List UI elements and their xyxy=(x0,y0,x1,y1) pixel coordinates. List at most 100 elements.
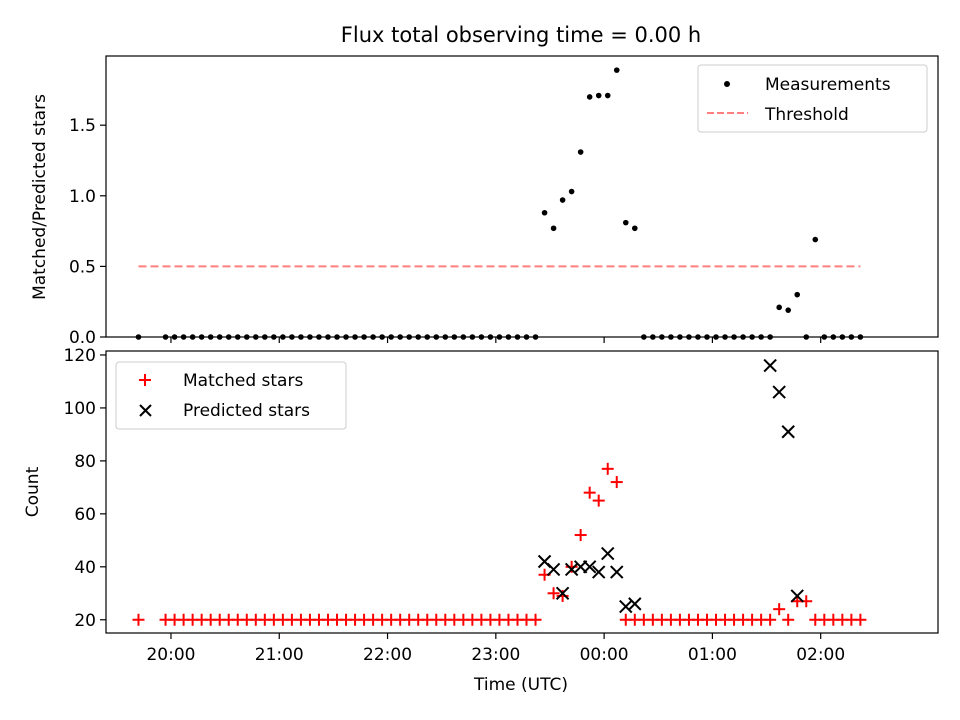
matched-star-point xyxy=(764,613,777,626)
measurement-point xyxy=(171,334,178,340)
y-tick-label: 60 xyxy=(74,505,96,525)
matched-star-point xyxy=(592,494,605,507)
top-x-axis-ticks xyxy=(170,337,822,343)
matched-star-point xyxy=(610,476,623,489)
measurement-point xyxy=(740,334,746,340)
measurement-point xyxy=(361,334,367,340)
matched-star-point xyxy=(556,589,569,602)
matched-star-point xyxy=(574,529,587,542)
top-plot-frame xyxy=(105,55,939,338)
x-tick-label: 00:00 xyxy=(580,645,629,665)
measurement-point xyxy=(568,188,575,195)
bottom-y-axis: 20 40 60 80 100 120 xyxy=(64,346,106,631)
measurement-point xyxy=(234,334,241,340)
measurement-point xyxy=(541,209,548,216)
measurement-point xyxy=(262,334,268,340)
predicted-star-point xyxy=(582,560,597,574)
measurement-point xyxy=(316,334,322,340)
measurement-point xyxy=(713,334,719,340)
measurement-point xyxy=(307,334,313,340)
predicted-star-point xyxy=(763,358,777,373)
measurement-point xyxy=(659,334,665,340)
x-tick-label: 23:00 xyxy=(471,645,520,665)
matched-star-point xyxy=(529,613,542,626)
measurement-point xyxy=(550,225,557,232)
x-tick-label: 20:00 xyxy=(146,645,195,665)
matched-star-point xyxy=(601,462,614,475)
measurement-point xyxy=(460,334,467,340)
measurement-point xyxy=(252,334,259,340)
predicted-star-point xyxy=(564,562,579,577)
bottom-plot-frame xyxy=(105,350,939,634)
measurement-point xyxy=(352,334,358,340)
measurement-point xyxy=(180,334,187,340)
matched-star-point xyxy=(547,587,560,600)
measurement-point xyxy=(198,334,205,340)
measurement-point xyxy=(722,334,728,340)
measurement-point xyxy=(370,334,376,340)
y-tick-label: 1.5 xyxy=(69,116,96,136)
bottom-x-axis: 20:00 21:00 22:00 23:00 00:00 01:00 02:00 xyxy=(146,633,845,665)
predicted-star-point xyxy=(610,565,624,579)
measurement-point xyxy=(776,304,782,311)
x-tick-label: 02:00 xyxy=(796,645,845,665)
measurement-point xyxy=(216,334,223,340)
legend-measurements-marker xyxy=(724,81,730,87)
measurement-point xyxy=(271,334,277,340)
measurement-point xyxy=(622,219,629,226)
measurement-point xyxy=(505,334,512,340)
measurement-point xyxy=(857,334,864,340)
measurement-point xyxy=(767,334,773,340)
y-tick-label: 20 xyxy=(74,611,96,631)
top-legend: Measurements Threshold xyxy=(697,64,928,133)
predicted-star-point xyxy=(790,589,804,603)
matched-star-point xyxy=(773,603,786,616)
measurement-point xyxy=(397,334,403,340)
measurement-point xyxy=(839,334,846,340)
x-tick-label: 22:00 xyxy=(363,645,412,665)
y-tick-label: 120 xyxy=(64,346,96,366)
measurement-point xyxy=(577,149,584,155)
matched-star-point xyxy=(854,613,867,626)
predicted-star-point xyxy=(619,599,633,614)
measurement-point xyxy=(731,334,737,340)
measurement-point xyxy=(695,334,701,340)
chart-title: Flux total observing time = 0.00 h xyxy=(341,23,701,47)
legend-matched-label: Matched stars xyxy=(183,371,303,391)
measurement-point xyxy=(162,334,169,340)
bottom-y-axis-label: Count xyxy=(23,466,43,517)
measurement-point xyxy=(523,334,530,340)
measurement-point xyxy=(830,334,837,340)
measurement-point xyxy=(325,334,331,340)
measurement-point xyxy=(189,334,196,340)
predicted-star-point xyxy=(601,546,615,561)
measurement-point xyxy=(514,334,521,340)
measurement-point xyxy=(424,334,431,340)
legend-measurements-label: Measurements xyxy=(765,75,891,95)
predicted-star-point xyxy=(628,597,642,611)
predicted-star-point xyxy=(591,565,606,579)
measurement-point xyxy=(433,334,440,340)
bottom-legend: Matched stars Predicted stars xyxy=(115,361,347,430)
measurement-point xyxy=(604,92,611,99)
measurement-point xyxy=(650,334,656,340)
measurement-point xyxy=(641,334,647,340)
measurement-point xyxy=(406,334,413,340)
measurement-point xyxy=(785,307,792,313)
top-plot-panel: 0.0 0.5 1.0 1.5 Matched/Predicted stars Mea… xyxy=(30,55,939,348)
measurement-point xyxy=(668,334,674,340)
measurement-point xyxy=(478,334,485,340)
predicted-star-point xyxy=(546,562,561,577)
measurement-point xyxy=(631,225,638,232)
measurement-point xyxy=(595,92,602,99)
y-tick-label: 40 xyxy=(74,558,96,578)
predicted-star-point xyxy=(555,586,570,600)
measurement-point xyxy=(686,334,692,340)
measurement-point xyxy=(758,334,764,340)
measurement-point xyxy=(704,334,710,340)
measurement-point xyxy=(532,334,539,340)
bottom-plot-panel: 20 40 60 80 100 120 20:00 21:00 22:00 23:00 00:00… xyxy=(23,346,939,695)
top-y-axis: 0.0 0.5 1.0 1.5 xyxy=(69,116,106,348)
bottom-legend-box xyxy=(115,361,347,430)
